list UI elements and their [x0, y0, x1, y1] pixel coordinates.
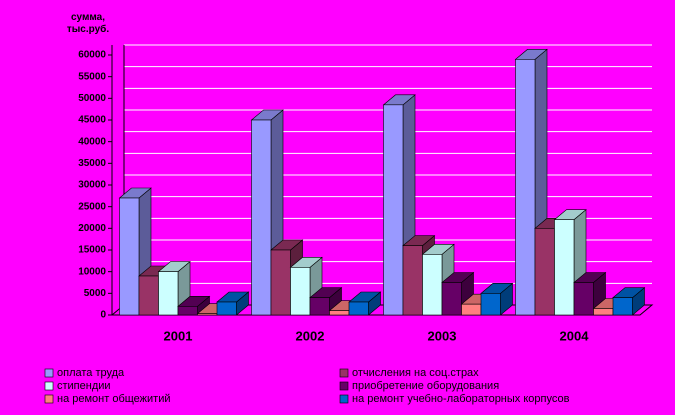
- y-tick-label: 35000: [78, 158, 106, 169]
- bar: [573, 282, 594, 316]
- bar: [158, 271, 179, 316]
- y-tick-label: 10000: [78, 266, 106, 277]
- x-tick-label: 2003: [428, 328, 457, 343]
- bar: [534, 228, 555, 316]
- bar: [383, 104, 404, 316]
- x-tick-label: 2001: [164, 328, 193, 343]
- y-tick-label: 5000: [84, 288, 107, 299]
- legend-swatch: [339, 368, 349, 378]
- legend-label: стипендии: [57, 380, 111, 392]
- legend-label: приобретение оборудования: [352, 380, 499, 392]
- y-tick-label: 45000: [78, 115, 106, 126]
- x-tick-label: 2002: [296, 328, 325, 343]
- y-tick-label: 40000: [78, 136, 106, 147]
- bar: [177, 306, 198, 316]
- legend-label: оплата труда: [57, 367, 125, 379]
- y-axis-title: сумма, тыс.руб.: [66, 12, 110, 35]
- y-tick-label: 60000: [78, 50, 106, 61]
- legend-swatch: [339, 381, 349, 391]
- y-tick-label: 55000: [78, 71, 106, 82]
- bar: [422, 254, 443, 316]
- legend-swatch: [44, 368, 54, 378]
- y-tick-label: 25000: [78, 201, 106, 212]
- bar: [515, 59, 536, 316]
- y-tick-label: 50000: [78, 93, 106, 104]
- bar: [461, 303, 482, 316]
- bar: [329, 310, 350, 316]
- bar: [593, 308, 614, 316]
- y-tick-label: 30000: [78, 180, 106, 191]
- y-tick-label: 0: [100, 310, 106, 321]
- bar: [251, 119, 272, 316]
- legend-label: на ремонт учебно-лабораторных корпусов: [352, 393, 570, 405]
- bar: [554, 219, 575, 316]
- legend-swatch: [44, 394, 54, 404]
- bar: [480, 293, 501, 316]
- x-tick-label: 2004: [560, 328, 590, 343]
- legend-label: на ремонт общежитий: [57, 393, 171, 405]
- bar: [270, 249, 291, 316]
- bar: [138, 275, 159, 316]
- bar: [612, 297, 633, 316]
- bar: [441, 282, 462, 316]
- legend-label: отчисления на соц.страх: [352, 367, 479, 379]
- legend-swatch: [339, 394, 349, 404]
- bar: [348, 301, 369, 316]
- bar: [119, 197, 140, 316]
- bar: [309, 297, 330, 316]
- y-tick-label: 15000: [78, 245, 106, 256]
- bar: [402, 245, 423, 316]
- y-tick-label: 20000: [78, 223, 106, 234]
- legend-swatch: [44, 381, 54, 391]
- bar: [216, 301, 237, 316]
- bar: [290, 267, 311, 316]
- bar: [197, 313, 218, 316]
